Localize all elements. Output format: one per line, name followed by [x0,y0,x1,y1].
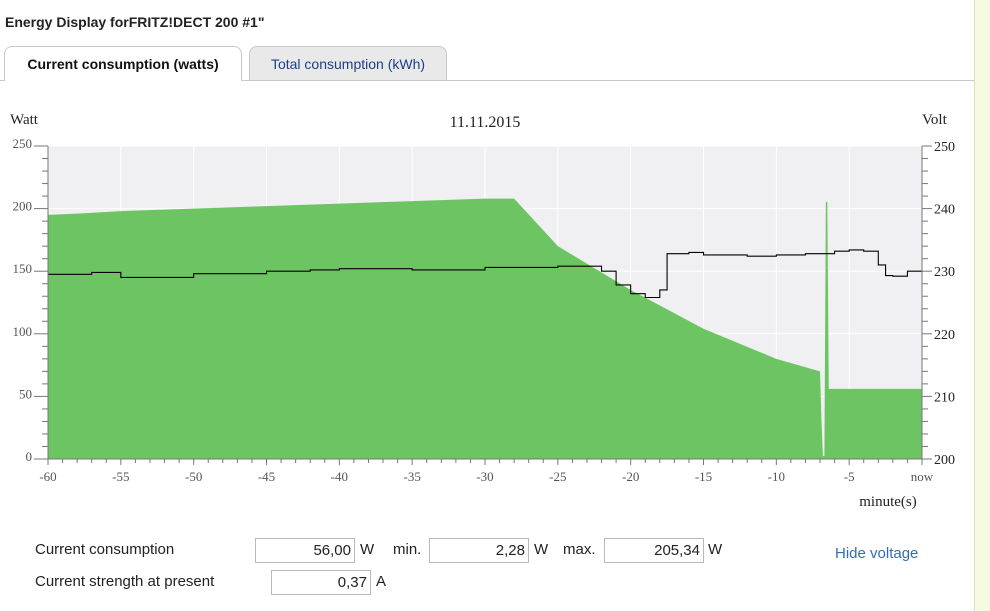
x-tick-label: -60 [39,469,56,484]
x-tick-label: -50 [185,469,202,484]
x-tick-label: -35 [403,469,420,484]
x-tick-label: -45 [258,469,275,484]
x-tick-label: -40 [331,469,348,484]
tab-bar: Current consumption (watts) Total consum… [0,46,974,81]
current-strength-value: 0,37 [271,570,371,595]
power-area [48,198,922,460]
page-title: Energy Display forFRITZ!DECT 200 #1" [5,14,265,30]
max-label: max. [563,541,596,558]
current-consumption-unit: W [360,541,375,558]
y-right-tick-label: 230 [934,265,955,280]
y-left-tick-label: 50 [19,386,32,401]
chart-date-title: 11.11.2015 [450,114,521,131]
right-axis-label: Volt [922,112,948,128]
x-axis-label: minute(s) [859,494,917,510]
min-value: 2,28 [429,538,529,563]
tab-current-consumption[interactable]: Current consumption (watts) [4,46,242,81]
max-unit: W [708,541,723,558]
current-consumption-value: 56,00 [255,538,355,563]
y-right-tick-label: 210 [934,390,955,405]
x-tick-label: -20 [622,469,639,484]
y-left-tick-label: 250 [13,136,33,151]
energy-chart: -60 -55 -50 -45 -40 -35 -30 -25 -20 -15 -10 -5 now 0 5… [10,112,956,510]
x-tick-label: -25 [549,469,566,484]
x-tick-label: -5 [844,469,855,484]
chart-axes: -60 -55 -50 -45 -40 -35 -30 -25 -20 -15 -10 -5 now 0 5… [13,136,956,484]
min-label: min. [393,541,422,558]
left-axis-label: Watt [10,112,39,128]
hide-voltage-link[interactable]: Hide voltage [835,545,919,562]
y-left-tick-label: 200 [13,199,33,214]
x-tick-label: -15 [695,469,712,484]
right-page-strip [974,0,990,611]
y-right-tick-label: 240 [934,203,955,218]
tab-total-consumption[interactable]: Total consumption (kWh) [249,46,447,80]
y-left-tick-label: 0 [26,449,33,464]
min-unit: W [534,541,549,558]
y-left-tick-label: 150 [13,261,33,276]
y-right-tick-label: 220 [934,328,955,343]
y-right-tick-label: 200 [934,453,955,468]
y-right-tick-label: 250 [934,140,955,155]
voltage-line-layer [48,249,922,299]
max-value: 205,34 [604,538,704,563]
current-strength-label: Current strength at present [35,573,215,590]
power-area-layer [48,198,922,460]
voltage-line [48,249,922,299]
current-consumption-label: Current consumption [35,541,175,558]
x-tick-label: -10 [768,469,785,484]
x-tick-label: -55 [112,469,129,484]
x-tick-label: now [911,469,934,484]
x-tick-label: -30 [476,469,493,484]
current-strength-unit: A [376,573,387,590]
y-left-tick-label: 100 [13,324,33,339]
